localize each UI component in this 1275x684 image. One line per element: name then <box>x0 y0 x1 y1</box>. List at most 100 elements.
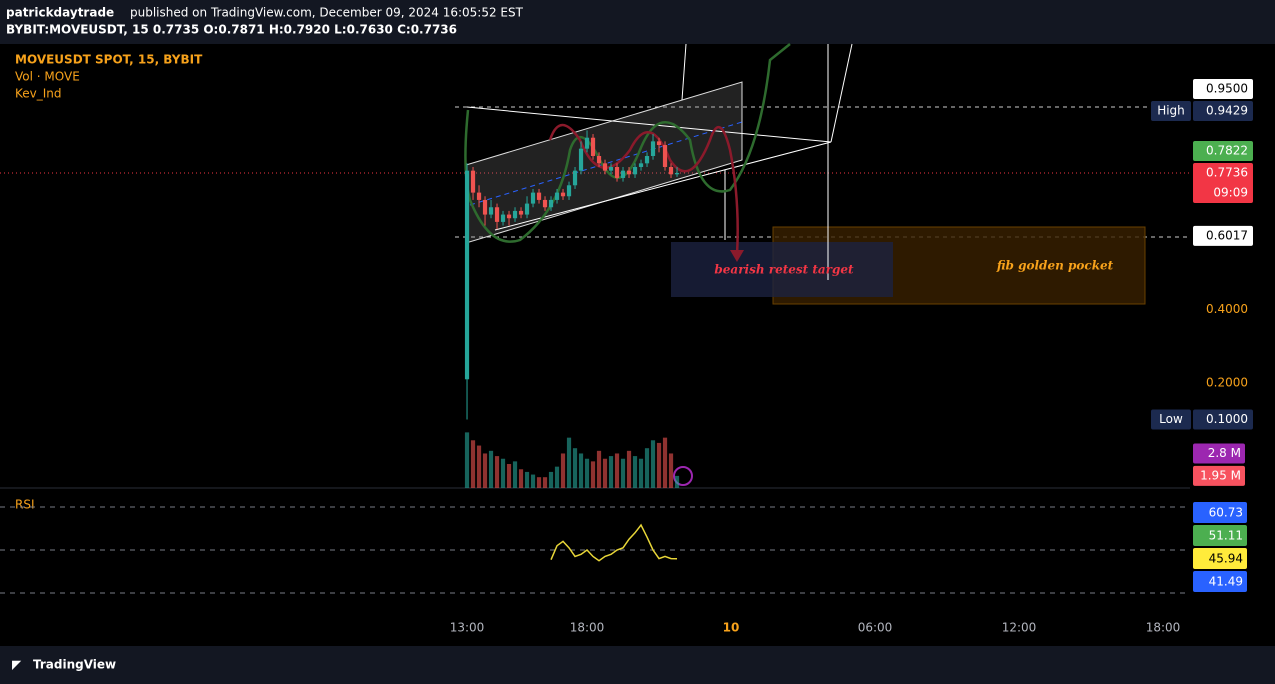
volume-bar <box>536 477 542 488</box>
volume-bar <box>482 453 488 488</box>
volume-bar <box>500 458 506 488</box>
volume-bar <box>638 458 644 488</box>
candle-body <box>614 166 620 178</box>
x-tick-label: 06:00 <box>858 621 893 635</box>
volume-tag <box>1193 465 1245 486</box>
candle-body <box>578 148 584 171</box>
price-tag-label: 0.7822 <box>1206 143 1248 157</box>
volume-bar <box>590 461 596 488</box>
volume-tag <box>1193 443 1245 464</box>
candle-body <box>638 163 644 167</box>
candle-body <box>548 199 554 208</box>
volume-bar <box>566 437 572 488</box>
volume-bar <box>524 471 530 488</box>
author: patrickdaytrade <box>6 6 114 20</box>
volume-bar <box>506 464 512 488</box>
trendline <box>494 141 832 231</box>
volume-bar <box>476 445 482 488</box>
price-tag-name-bg <box>1151 101 1191 122</box>
price-tag-sub: 09:09 <box>1213 185 1248 199</box>
x-tick-label: 18:00 <box>570 621 605 635</box>
volume-bar <box>656 442 662 488</box>
price-tag-label: 0.9500 <box>1206 82 1248 96</box>
candle-body <box>650 141 656 157</box>
volume-bar <box>596 450 602 488</box>
price-tag-label: 0.6017 <box>1206 228 1248 242</box>
candle-body <box>590 137 596 157</box>
published: published on TradingView.com, December 0… <box>130 6 524 20</box>
trendline <box>830 43 853 143</box>
volume-bar <box>512 461 518 488</box>
volume-bar <box>560 453 566 488</box>
candle-body <box>668 166 674 175</box>
candle-body <box>626 170 632 175</box>
symbol-line: BYBIT:MOVEUSDT, 15 0.7735 O:0.7871 H:0.7… <box>6 23 457 37</box>
volume-bar <box>602 458 608 488</box>
candle-body <box>554 192 560 200</box>
candle-body <box>542 199 548 208</box>
volume-bar <box>488 450 494 488</box>
candle-body <box>506 214 512 219</box>
vline <box>681 43 687 101</box>
rsi-tag-label: 41.49 <box>1209 575 1243 589</box>
volume-bar <box>554 466 560 488</box>
price-tag-label: 0.1000 <box>1206 412 1248 426</box>
price-tag <box>1193 79 1253 100</box>
rsi-tag <box>1193 502 1247 523</box>
candle-body <box>536 192 542 200</box>
annotation: bearish retest target <box>714 263 854 277</box>
candle-body <box>602 163 608 171</box>
trendline <box>466 106 832 143</box>
candle-body <box>494 207 500 222</box>
candle-body <box>566 185 572 197</box>
rsi-tag <box>1193 548 1247 569</box>
icon[interactable] <box>673 466 693 486</box>
rsi-title: RSI <box>15 498 35 512</box>
volume-bar <box>626 450 632 488</box>
candle-body <box>620 170 626 178</box>
candle-body <box>596 156 602 164</box>
candle-body <box>584 137 590 149</box>
legend: Kev_Ind <box>15 87 62 101</box>
volume-bar <box>584 458 590 488</box>
price-tag <box>1193 409 1253 430</box>
volume-bar <box>650 440 656 488</box>
chart-bg <box>0 44 1275 646</box>
candle-body <box>560 192 566 197</box>
candle-body <box>656 141 662 146</box>
volume-bar <box>470 440 476 488</box>
rsi-tag-label: 45.94 <box>1209 552 1243 566</box>
volume-bar <box>620 458 626 488</box>
logo-mark: ◤ <box>12 658 22 672</box>
volume-tag-label: 1.95 M <box>1200 468 1241 482</box>
candle-body <box>530 192 536 204</box>
y-tick-label: 0.4000 <box>1206 302 1248 316</box>
rsi-tag <box>1193 571 1247 592</box>
x-tick-label: 18:00 <box>1146 621 1181 635</box>
candle-body <box>470 170 476 193</box>
x-tick-label: 12:00 <box>1002 621 1037 635</box>
price-tag <box>1193 140 1253 161</box>
price-tag-name: Low <box>1159 412 1183 426</box>
volume-bar <box>548 471 554 488</box>
price-tag <box>1193 162 1253 203</box>
volume-bar <box>464 432 470 488</box>
rsi-tag-label: 60.73 <box>1209 506 1243 520</box>
volume-bar <box>518 469 524 488</box>
y-tick-label: 0.2000 <box>1206 375 1248 389</box>
candle-body <box>674 172 680 175</box>
price-tag-label: 0.9429 <box>1206 104 1248 118</box>
rsi-tag <box>1193 525 1247 546</box>
price-tag <box>1193 101 1253 122</box>
volume-bar <box>614 453 620 488</box>
price-tag <box>1193 225 1253 246</box>
price-tag-label: 0.7736 <box>1206 165 1248 179</box>
volume-bar <box>662 437 668 488</box>
x-tick-label: 13:00 <box>450 621 485 635</box>
volume-bar <box>530 474 536 488</box>
candle-body <box>482 199 488 215</box>
volume-bar <box>572 448 578 488</box>
annotation: fib golden pocket <box>996 259 1114 273</box>
